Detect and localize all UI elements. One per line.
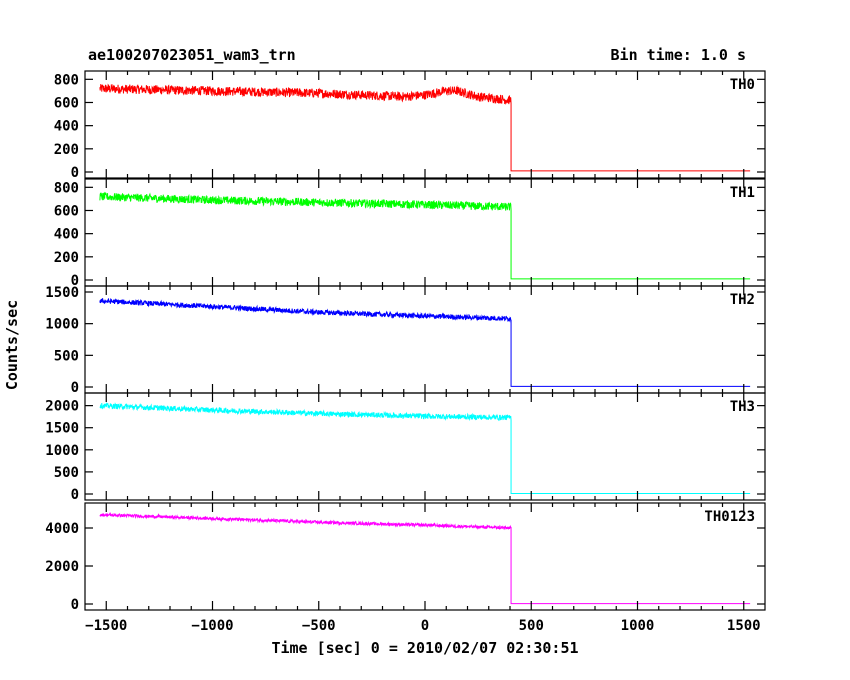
y-axis-label: Counts/sec <box>3 300 21 390</box>
panel-label-th1: TH1 <box>730 185 755 201</box>
y-tick-label: 4000 <box>45 521 79 537</box>
y-tick-label: 800 <box>54 72 79 88</box>
y-tick-label: 1500 <box>45 285 79 301</box>
panel-th0123: 0 2000 4000 TH0123 <box>45 502 766 613</box>
panel-label-th0123: TH0123 <box>704 509 755 525</box>
x-tick-label: −1500 <box>85 618 127 634</box>
y-tick-label: 200 <box>54 250 79 266</box>
panel-label-th0: TH0 <box>730 77 755 93</box>
x-axis-label: Time [sec] 0 = 2010/02/07 02:30:51 <box>271 639 578 657</box>
y-tick-label: 1500 <box>45 421 79 437</box>
x-tick-label: −1000 <box>191 618 233 634</box>
bin-time-label: Bin time: 1.0 s <box>611 46 746 64</box>
y-tick-label: 600 <box>54 95 79 111</box>
series-line-th2 <box>99 297 751 387</box>
y-tick-label: 2000 <box>45 559 79 575</box>
panel-th3: 0 500 1000 1500 2000 TH3 <box>45 392 766 503</box>
panel-frame <box>84 502 766 611</box>
y-tick-label: 600 <box>54 203 79 219</box>
y-tick-label: 1000 <box>45 317 79 333</box>
x-tick-label: 0 <box>421 618 429 634</box>
series-line-th0123 <box>99 511 751 605</box>
panel-th1: 0 200 400 600 800 TH1 <box>54 178 766 289</box>
x-tick-label: 1000 <box>621 618 655 634</box>
panel-frame <box>84 178 766 287</box>
panel-frame <box>84 70 766 179</box>
panel-label-th3: TH3 <box>730 399 755 415</box>
y-tick-label: 0 <box>71 597 79 613</box>
y-tick-label: 400 <box>54 227 79 243</box>
panel-frame <box>84 285 766 394</box>
panel-label-th2: TH2 <box>730 292 755 308</box>
y-tick-label: 500 <box>54 465 79 481</box>
x-axis: −1500 −1000 −500 0 500 1000 1500 <box>85 618 760 634</box>
y-tick-label: 0 <box>71 487 79 503</box>
panel-th2: 0 500 1000 1500 TH2 <box>45 285 766 396</box>
y-tick-label: 2000 <box>45 399 79 415</box>
chart-panels: 0 200 400 600 800 TH0 0 200 400 600 800 TH1 0 500 1000… <box>45 70 766 613</box>
y-tick-label: 0 <box>71 165 79 181</box>
x-tick-label: 1500 <box>727 618 761 634</box>
y-tick-label: 400 <box>54 119 79 135</box>
chart-title: ae100207023051_wam3_trn <box>88 46 296 64</box>
x-tick-label: 500 <box>519 618 544 634</box>
panel-th0: 0 200 400 600 800 TH0 <box>54 70 766 181</box>
y-tick-label: 500 <box>54 348 79 364</box>
y-tick-label: 800 <box>54 180 79 196</box>
y-tick-label: 1000 <box>45 443 79 459</box>
y-tick-label: 200 <box>54 142 79 158</box>
series-line-th0 <box>99 83 751 172</box>
series-line-th3 <box>99 402 751 495</box>
y-tick-label: 0 <box>71 273 79 289</box>
y-tick-label: 0 <box>71 380 79 396</box>
series-line-th1 <box>99 191 751 280</box>
x-tick-label: −500 <box>302 618 336 634</box>
